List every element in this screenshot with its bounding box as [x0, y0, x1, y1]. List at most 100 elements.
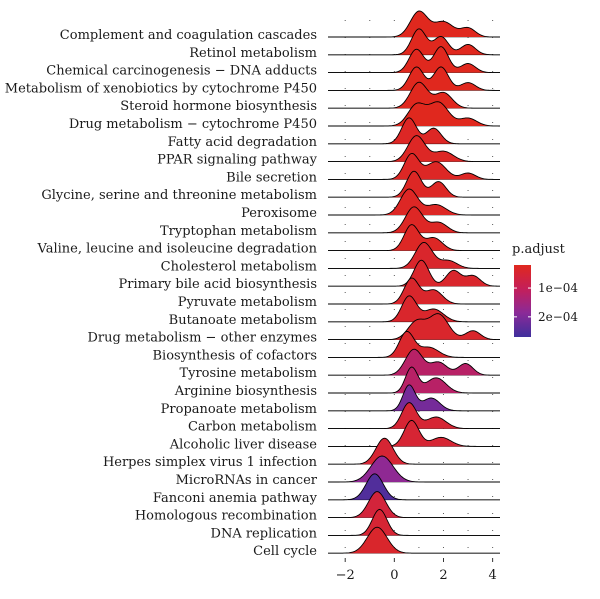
y-tick-label: Cell cycle	[253, 544, 317, 559]
ridge-outline	[328, 241, 500, 269]
ridge-fill	[328, 349, 500, 376]
y-tick-label: Peroxisome	[241, 206, 317, 221]
ridge-fill	[328, 206, 500, 233]
y-tick-label: Steroid hormone biosynthesis	[120, 99, 317, 114]
ridge-fill	[328, 66, 500, 91]
ridge-fill	[328, 384, 500, 411]
y-tick-label: Valine, leucine and isoleucine degradati…	[37, 242, 318, 257]
y-tick-label: Drug metabolism − other enzymes	[88, 331, 318, 346]
ridge-fill	[328, 117, 500, 144]
legend-tick-label: 1e−04	[538, 281, 578, 295]
ridge-outline	[328, 259, 501, 287]
y-tick-label: Fanconi anemia pathway	[153, 491, 318, 506]
y-tick-label: Fatty acid degradation	[168, 135, 318, 150]
ridge-outline	[328, 508, 500, 536]
ridge-outline	[328, 473, 500, 501]
ridge-outline	[328, 348, 500, 376]
ridge-fill	[328, 402, 500, 429]
ridge-fill	[328, 28, 500, 55]
ridge-fill	[328, 171, 500, 198]
ridge-outline	[328, 419, 500, 447]
y-tick-label: Biosynthesis of cofactors	[152, 348, 317, 363]
ridge-outline	[328, 46, 500, 74]
y-tick-label: Bile secretion	[226, 170, 317, 185]
ridge-outline	[328, 66, 500, 91]
y-tick-label: Arginine biosynthesis	[174, 384, 317, 399]
y-tick-label: Pyruvate metabolism	[178, 295, 317, 310]
y-tick-label: Chemical carcinogenesis − DNA adducts	[46, 64, 317, 79]
ridge-fill	[328, 313, 500, 340]
ridge-fill	[328, 189, 500, 215]
ridge-fill	[328, 473, 500, 500]
legend-title: p.adjust	[512, 242, 566, 257]
ridge-outline	[328, 491, 500, 519]
ridge-outline	[328, 170, 500, 198]
y-tick-label: Alcoholic liver disease	[169, 437, 318, 452]
ridge-fill	[328, 527, 500, 554]
ridge-fill	[328, 153, 500, 180]
ridge-outline	[328, 152, 500, 180]
ridge-fill	[328, 438, 500, 465]
ridge-outline	[328, 188, 500, 216]
ridge-outline	[328, 295, 500, 323]
ridge-outline	[328, 526, 500, 554]
ridge-fill	[328, 135, 500, 162]
x-tick-label: −2	[336, 568, 355, 583]
ridge-fill	[328, 491, 500, 518]
ridge-outline	[328, 135, 500, 163]
legend-colorbar	[514, 265, 531, 337]
y-tick-label: Butanoate metabolism	[169, 313, 317, 328]
ridge-outline	[328, 455, 500, 483]
y-axis-labels: Complement and coagulation cascades Retin…	[5, 28, 318, 559]
ridge-fill	[328, 101, 500, 126]
color-legend: p.adjust 1e−04 2e−04	[512, 242, 578, 337]
y-tick-label: Homologous recombination	[135, 509, 318, 524]
ridge-fill	[328, 295, 500, 322]
x-tick-label: 4	[488, 568, 496, 583]
ridge-outline	[328, 117, 500, 145]
ridge-outline	[328, 366, 500, 394]
y-tick-label: Glycine, serine and threonine metabolism	[41, 188, 317, 203]
y-tick-label: Cholesterol metabolism	[161, 259, 317, 274]
y-tick-label: Propanoate metabolism	[161, 402, 317, 417]
y-tick-label: Complement and coagulation cascades	[60, 28, 317, 43]
ridge-fill	[328, 509, 500, 536]
ridge-outline	[328, 224, 500, 252]
ridge-fill	[328, 367, 500, 393]
ridge-outline	[328, 28, 500, 56]
ridge-fill	[328, 224, 500, 251]
ridge-outline	[328, 330, 500, 358]
y-tick-label: Drug metabolism − cytochrome P450	[69, 117, 317, 132]
ridge-outline	[328, 206, 500, 234]
ridge-outline	[328, 437, 500, 465]
ridge-fill	[328, 420, 500, 447]
ridge-outline	[328, 101, 500, 127]
ridge-outline	[328, 10, 500, 38]
y-tick-label: Tyrosine metabolism	[179, 366, 317, 381]
ridge-fill	[328, 11, 500, 37]
y-tick-label: Metabolism of xenobiotics by cytochrome …	[5, 81, 317, 96]
y-tick-label: Carbon metabolism	[188, 420, 317, 435]
y-tick-label: DNA replication	[211, 526, 318, 541]
ridge-fill	[328, 331, 500, 358]
ridge-outline	[328, 277, 500, 305]
x-tick-label: 0	[390, 568, 398, 583]
y-tick-label: Primary bile acid biosynthesis	[119, 277, 317, 292]
x-tick-label: 2	[439, 568, 447, 583]
y-tick-label: Retinol metabolism	[189, 46, 317, 61]
plot-panel	[328, 10, 501, 557]
legend-tick-label: 2e−04	[538, 310, 578, 324]
y-tick-label: PPAR signaling pathway	[157, 153, 318, 168]
ridge-fill	[328, 260, 500, 287]
y-tick-label: Tryptophan metabolism	[160, 224, 317, 239]
ridge-fill	[328, 278, 500, 304]
ridge-fill	[328, 456, 500, 482]
x-axis: −2 0 2 4	[336, 558, 497, 583]
ridge-outline	[328, 384, 500, 412]
y-tick-label: Herpes simplex virus 1 infection	[103, 455, 318, 470]
ridge-outline	[328, 402, 500, 430]
ridge-fill	[328, 46, 500, 73]
ridge-outline	[328, 81, 500, 109]
ridge-outline	[328, 313, 501, 341]
